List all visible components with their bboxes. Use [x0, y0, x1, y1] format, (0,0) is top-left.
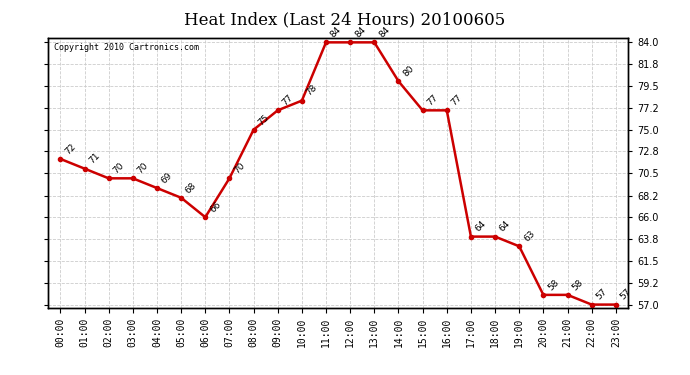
Text: 69: 69	[160, 171, 175, 185]
Text: 63: 63	[522, 229, 537, 243]
Text: 58: 58	[546, 278, 561, 292]
Text: 77: 77	[426, 93, 440, 108]
Text: 64: 64	[498, 219, 512, 234]
Text: 72: 72	[63, 142, 77, 156]
Text: 78: 78	[305, 83, 319, 98]
Text: 70: 70	[136, 161, 150, 176]
Text: Copyright 2010 Cartronics.com: Copyright 2010 Cartronics.com	[54, 43, 199, 52]
Text: 84: 84	[377, 25, 391, 40]
Text: 66: 66	[208, 200, 223, 214]
Text: 57: 57	[619, 287, 633, 302]
Text: 84: 84	[329, 25, 343, 40]
Text: 57: 57	[595, 287, 609, 302]
Text: Heat Index (Last 24 Hours) 20100605: Heat Index (Last 24 Hours) 20100605	[184, 11, 506, 28]
Text: 77: 77	[450, 93, 464, 108]
Text: 71: 71	[88, 152, 102, 166]
Text: 58: 58	[571, 278, 585, 292]
Text: 80: 80	[402, 64, 416, 78]
Text: 68: 68	[184, 180, 199, 195]
Text: 75: 75	[257, 112, 271, 127]
Text: 70: 70	[112, 161, 126, 176]
Text: 64: 64	[474, 219, 488, 234]
Text: 84: 84	[353, 25, 367, 40]
Text: 77: 77	[281, 93, 295, 108]
Text: 70: 70	[233, 161, 247, 176]
